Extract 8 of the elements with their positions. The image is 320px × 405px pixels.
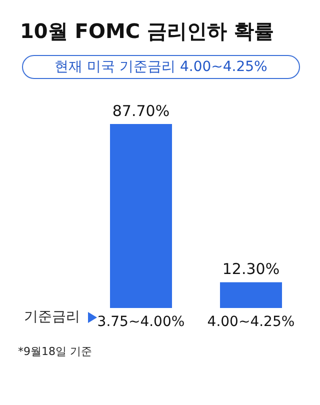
x-axis-title: 기준금리 [24, 308, 80, 326]
data-label: 87.70% [112, 102, 170, 120]
x-tick-label: 4.00~4.25% [207, 314, 295, 330]
x-tick-label: 3.75~4.00% [97, 314, 185, 330]
text: *9월18일 기준 [18, 344, 92, 359]
data-label: 12.30% [222, 260, 280, 278]
chart-title: 10월 FOMC 금리인하 확률 [20, 18, 274, 45]
chart-subtitle: 현재 미국 기준금리 4.00~4.25% [22, 55, 300, 79]
